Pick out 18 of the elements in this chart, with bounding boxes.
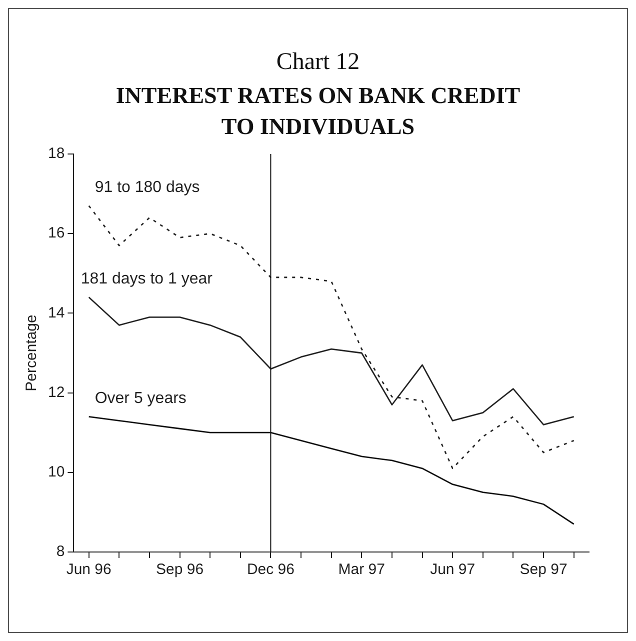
series-label: 91 to 180 days	[94, 179, 200, 196]
series-label: 181 days to 1 year	[80, 270, 214, 288]
chart-title: Chart 12	[275, 49, 361, 76]
y-tick-label: 8	[56, 543, 65, 560]
x-tick-label: Sep 97	[520, 561, 568, 578]
y-tick-label: 12	[48, 384, 65, 402]
y-tick-label: 10	[48, 464, 65, 481]
series-label: Over 5 years	[94, 390, 186, 408]
x-tick-label: Mar 97	[338, 561, 385, 578]
y-tick-label: 18	[48, 145, 65, 162]
x-tick-label: Jun 97	[430, 561, 476, 578]
x-tick-label: Sep 96	[156, 561, 204, 578]
y-tick-label: 14	[48, 304, 65, 322]
y-tick-label: 16	[48, 224, 65, 242]
x-tick-label: Jun 96	[66, 561, 112, 578]
x-tick-label: Dec 96	[246, 561, 294, 578]
y-axis-title: Percentage	[23, 314, 40, 392]
chart-subtitle: INTEREST RATES ON BANK CREDIT TO INDIVIDUALS	[114, 82, 522, 142]
